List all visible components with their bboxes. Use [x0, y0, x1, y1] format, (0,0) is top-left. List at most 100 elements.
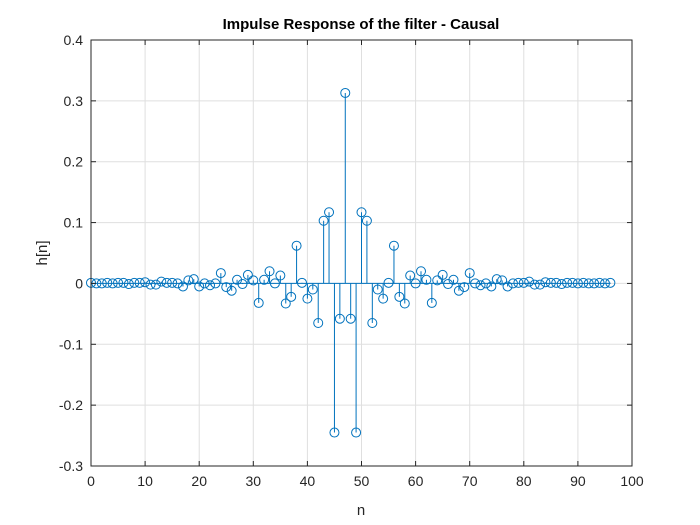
stem-marker	[161, 277, 172, 288]
stem-marker	[172, 278, 183, 289]
stem-marker	[280, 298, 291, 309]
stem-marker	[453, 285, 464, 296]
stem-marker	[426, 297, 437, 308]
y-axis-ticks: 0.4 0.3 0.2 0.1 0 -0.1 -0.2 -0.3	[59, 32, 632, 474]
x-tick-label: 80	[516, 473, 532, 489]
stem-marker	[140, 277, 151, 288]
x-tick-label: 90	[570, 473, 586, 489]
y-tick-label: 0.4	[64, 32, 84, 48]
y-tick-label: 0.3	[64, 93, 84, 109]
stem-marker	[459, 282, 470, 293]
stem-marker	[475, 280, 486, 291]
stem-marker	[421, 274, 432, 285]
stem-marker	[253, 297, 264, 308]
stem-marker	[150, 279, 161, 290]
stem-marker	[313, 317, 324, 328]
stem-marker	[194, 281, 205, 292]
stem-marker	[383, 277, 394, 288]
x-tick-label: 100	[620, 473, 644, 489]
stem-marker	[491, 274, 502, 285]
stem-marker	[378, 293, 389, 304]
stem-marker	[307, 284, 318, 295]
stem-marker	[221, 282, 232, 293]
x-tick-label: 30	[246, 473, 262, 489]
stem-marker	[113, 277, 124, 288]
stem-marker	[324, 207, 335, 218]
stem-marker	[134, 277, 145, 288]
stem-marker	[351, 427, 362, 438]
stem-marker	[599, 278, 610, 289]
stem-marker	[583, 278, 594, 289]
x-tick-label: 20	[191, 473, 207, 489]
stem-marker	[145, 279, 156, 290]
stem-marker	[356, 207, 367, 218]
stem-marker	[405, 270, 416, 281]
stem-marker	[388, 240, 399, 251]
stem-marker	[437, 269, 448, 280]
stem-marker	[242, 269, 253, 280]
stem-marker	[107, 278, 118, 289]
x-tick-label: 10	[137, 473, 153, 489]
stem-marker	[399, 298, 410, 309]
stem-marker	[167, 277, 178, 288]
stem-marker	[372, 284, 383, 295]
y-tick-label: 0	[75, 275, 83, 291]
stem-marker	[226, 285, 237, 296]
stem-marker	[334, 313, 345, 324]
stem-marker	[410, 278, 421, 289]
x-tick-label: 40	[300, 473, 316, 489]
stem-marker	[556, 279, 567, 290]
x-tick-label: 50	[354, 473, 370, 489]
x-axis-label: n	[357, 502, 365, 519]
stem-marker	[416, 266, 427, 277]
stem-marker	[156, 276, 167, 287]
stem-series	[86, 87, 616, 438]
stem-marker	[188, 274, 199, 285]
chart-title: Impulse Response of the filter - Causal	[223, 16, 500, 33]
stem-marker	[529, 279, 540, 290]
x-tick-label: 60	[408, 473, 424, 489]
stem-marker	[524, 276, 535, 287]
stem-marker	[594, 277, 605, 288]
y-tick-label: 0.2	[64, 154, 84, 170]
stem-marker	[572, 278, 583, 289]
stem-marker	[486, 281, 497, 292]
y-axis-label: h[n]	[34, 240, 51, 265]
stem-marker	[367, 317, 378, 328]
y-tick-label: 0.1	[64, 215, 84, 231]
stem-marker	[248, 275, 259, 286]
stem-marker	[545, 277, 556, 288]
stem-marker	[183, 275, 194, 286]
stem-marker	[480, 278, 491, 289]
stem-marker	[210, 278, 221, 289]
stem-marker	[502, 281, 513, 292]
stem-marker	[518, 277, 529, 288]
stem-marker	[275, 270, 286, 281]
stem-marker	[540, 277, 551, 288]
stem-marker	[269, 278, 280, 289]
stem-marker	[562, 277, 573, 288]
stem-marker	[432, 275, 443, 286]
stem-marker	[567, 277, 578, 288]
stem-marker	[605, 277, 616, 288]
stem-marker	[551, 277, 562, 288]
stem-marker	[237, 279, 248, 290]
stem-marker	[589, 278, 600, 289]
stem-marker	[345, 313, 356, 324]
stem-marker	[302, 293, 313, 304]
stem-marker	[535, 279, 546, 290]
y-tick-label: -0.3	[59, 458, 83, 474]
stem-marker	[470, 278, 481, 289]
stem-marker	[296, 277, 307, 288]
y-tick-label: -0.1	[59, 336, 83, 352]
stem-marker	[286, 291, 297, 302]
stem-marker	[215, 268, 226, 279]
x-tick-label: 0	[87, 473, 95, 489]
stem-marker	[578, 277, 589, 288]
stem-marker	[177, 281, 188, 292]
stem-marker	[199, 278, 210, 289]
stem-marker	[264, 266, 275, 277]
x-axis-ticks: 0 10 20 30 40 50 60 70 80 90 100	[87, 40, 644, 489]
